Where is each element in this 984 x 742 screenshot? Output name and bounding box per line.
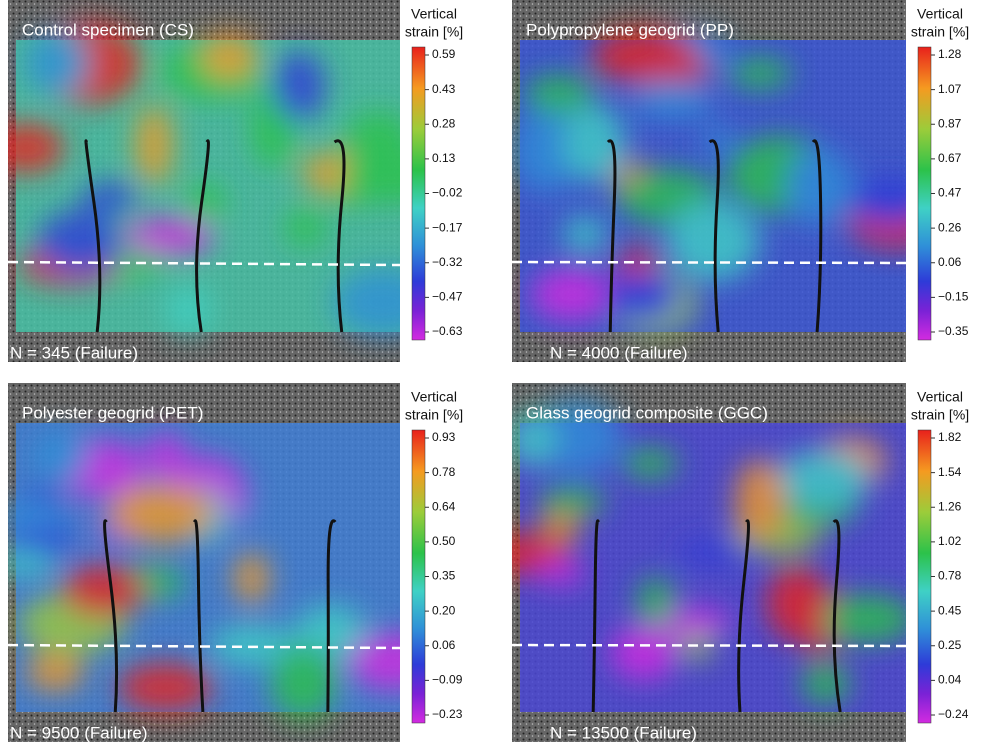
strain-blob	[166, 285, 211, 334]
strain-map	[0, 383, 438, 742]
colorbar-title: strain [%]	[405, 24, 463, 40]
colorbar-tick-label: 0.28	[432, 116, 456, 130]
cycle-label: N = 4000 (Failure)	[550, 343, 687, 362]
strain-blob	[676, 540, 750, 565]
colorbar-tick-label: 1.07	[938, 82, 962, 96]
strain-blob	[285, 209, 326, 246]
colorbar-tick-label: 1.82	[938, 430, 962, 444]
colorbar-tick-label: −0.15	[938, 290, 969, 304]
panel-title: Polypropylene geogrid (PP)	[526, 20, 734, 39]
colorbar	[412, 430, 425, 723]
colorbar-tick-label: 0.26	[938, 220, 962, 234]
strain-blob	[33, 432, 87, 482]
strain-blob	[81, 182, 137, 215]
colorbar	[412, 47, 425, 340]
colorbar-title: Vertical	[917, 6, 963, 22]
strain-blob	[729, 58, 791, 89]
colorbar	[918, 430, 931, 723]
strain-blob	[531, 268, 614, 322]
strain-blob	[274, 51, 326, 121]
cycle-label: N = 345 (Failure)	[10, 343, 138, 362]
colorbar-tick-label: −0.09	[432, 673, 463, 687]
strain-blob	[776, 450, 870, 508]
colorbar-tick-label: 0.45	[938, 603, 962, 617]
strain-blob	[201, 34, 257, 79]
colorbar-tick-label: −0.47	[432, 290, 463, 304]
strain-blob	[26, 653, 84, 692]
colorbar-tick-label: 0.04	[938, 673, 962, 687]
colorbar-tick-label: 0.87	[938, 116, 962, 130]
colorbar-tick-label: 0.67	[938, 151, 962, 165]
panel-title: Polyester geogrid (PET)	[22, 403, 203, 422]
strain-blob	[25, 31, 88, 96]
colorbar-tick-label: −0.23	[432, 707, 463, 721]
strain-blob	[816, 594, 915, 643]
strain-blob	[136, 105, 172, 185]
colorbar-title: strain [%]	[911, 407, 969, 423]
strain-map	[483, 383, 916, 742]
colorbar-tick-label: 1.26	[938, 499, 962, 513]
colorbar-tick-label: 1.54	[938, 465, 962, 479]
strain-blob	[735, 459, 784, 540]
strain-blob	[802, 662, 850, 704]
colorbar-title: Vertical	[411, 389, 457, 405]
strain-blob	[602, 273, 680, 321]
colorbar-tick-label: −0.17	[432, 220, 463, 234]
colorbar-tick-label: 0.06	[432, 638, 456, 652]
panel: Polyester geogrid (PET) N = 9500 (Failure…	[0, 383, 463, 742]
strain-blob	[622, 448, 678, 478]
colorbar-tick-label: 0.93	[432, 430, 456, 444]
colorbar-tick-label: 1.28	[938, 47, 962, 61]
colorbar-tick-label: 0.50	[432, 534, 456, 548]
colorbar-tick-label: −0.32	[432, 255, 463, 269]
colorbar-title: strain [%]	[911, 24, 969, 40]
colorbar-tick-label: 0.35	[432, 569, 456, 583]
colorbar-title: strain [%]	[405, 407, 463, 423]
colorbar-tick-label: 0.64	[432, 499, 456, 513]
strain-blob	[342, 144, 442, 203]
strain-blob	[186, 183, 225, 222]
colorbar-tick-label: −0.24	[938, 707, 969, 721]
cycle-label: N = 13500 (Failure)	[550, 723, 697, 742]
strain-blob	[536, 561, 585, 585]
colorbar-tick-label: 0.78	[432, 465, 456, 479]
colorbar	[918, 47, 931, 340]
panel: Polypropylene geogrid (PP) N = 4000 (Fail…	[512, 0, 969, 362]
strain-blob	[118, 663, 212, 712]
strain-blob	[38, 211, 124, 275]
strain-blob	[234, 552, 268, 604]
colorbar-tick-label: −0.35	[938, 324, 969, 338]
colorbar-tick-label: 0.20	[432, 603, 456, 617]
strain-blob	[637, 577, 674, 628]
strain-blob	[538, 486, 606, 516]
strain-blob	[631, 81, 714, 119]
strain-blob	[766, 566, 828, 640]
colorbar-tick-label: 0.06	[938, 255, 962, 269]
colorbar-tick-label: 0.13	[432, 151, 456, 165]
colorbar-tick-label: −0.63	[432, 324, 463, 338]
colorbar-title: Vertical	[917, 389, 963, 405]
colorbar-tick-label: 0.78	[938, 569, 962, 583]
panel-title: Glass geogrid composite (GGC)	[526, 403, 768, 422]
panel-title: Control specimen (CS)	[22, 20, 194, 39]
strain-blob	[145, 433, 186, 480]
panel: Glass geogrid composite (GGC) N = 13500 (…	[483, 383, 969, 742]
panel: Control specimen (CS) N = 345 (Failure) Ve…	[0, 0, 463, 362]
colorbar-tick-label: 0.25	[938, 638, 962, 652]
colorbar-tick-label: 0.59	[432, 47, 456, 61]
colorbar-tick-label: 0.47	[938, 186, 962, 200]
colorbar-title: Vertical	[411, 6, 457, 22]
cycle-label: N = 9500 (Failure)	[10, 723, 147, 742]
strain-map	[0, 0, 441, 362]
colorbar-tick-label: 0.43	[432, 82, 456, 96]
colorbar-tick-label: 1.02	[938, 534, 962, 548]
strain-blob	[563, 216, 606, 252]
strain-blob	[667, 202, 760, 281]
figure: Control specimen (CS) N = 345 (Failure) Ve…	[0, 0, 984, 742]
strain-map	[512, 0, 945, 362]
strain-blob	[62, 564, 145, 617]
colorbar-tick-label: −0.02	[432, 186, 463, 200]
strain-blob	[524, 75, 593, 114]
